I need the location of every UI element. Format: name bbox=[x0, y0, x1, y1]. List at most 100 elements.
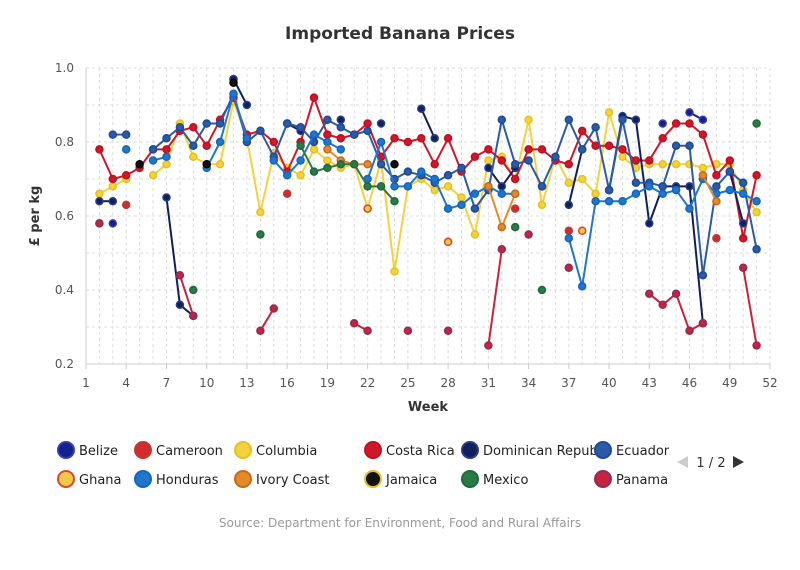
data-point-panama[interactable] bbox=[685, 326, 694, 335]
data-point-mexico[interactable] bbox=[349, 159, 359, 169]
data-point-ecuador[interactable] bbox=[738, 178, 748, 187]
data-point-honduras[interactable] bbox=[215, 137, 225, 147]
data-point-costa-rica[interactable] bbox=[390, 134, 399, 143]
data-point-honduras[interactable] bbox=[403, 182, 413, 191]
data-point-ivory-coast[interactable] bbox=[510, 189, 520, 199]
data-point-cameroon[interactable] bbox=[121, 200, 131, 210]
data-point-costa-rica[interactable] bbox=[162, 145, 171, 154]
data-point-ecuador[interactable] bbox=[363, 126, 372, 136]
data-point-ecuador[interactable] bbox=[202, 119, 211, 128]
data-point-honduras[interactable] bbox=[162, 152, 171, 162]
data-point-honduras[interactable] bbox=[443, 204, 453, 213]
data-point-columbia[interactable] bbox=[189, 152, 198, 162]
data-point-dominican-republic[interactable] bbox=[108, 196, 118, 206]
data-point-costa-rica[interactable] bbox=[309, 93, 319, 102]
data-point-mexico[interactable] bbox=[256, 230, 265, 239]
data-point-honduras[interactable] bbox=[577, 282, 587, 291]
data-point-costa-rica[interactable] bbox=[470, 152, 480, 162]
data-point-ecuador[interactable] bbox=[551, 152, 560, 162]
data-point-costa-rica[interactable] bbox=[752, 171, 761, 180]
data-point-dominican-republic[interactable] bbox=[95, 196, 104, 206]
data-point-belize[interactable] bbox=[658, 119, 667, 128]
data-point-columbia[interactable] bbox=[296, 171, 305, 180]
data-point-costa-rica[interactable] bbox=[577, 126, 587, 136]
data-point-ecuador[interactable] bbox=[671, 141, 681, 150]
data-point-panama[interactable] bbox=[738, 263, 748, 273]
data-point-columbia[interactable] bbox=[256, 208, 265, 217]
data-point-costa-rica[interactable] bbox=[671, 119, 681, 128]
data-point-honduras[interactable] bbox=[497, 189, 507, 199]
data-point-ecuador[interactable] bbox=[189, 141, 198, 150]
data-point-dominican-republic[interactable] bbox=[497, 182, 507, 191]
data-point-honduras[interactable] bbox=[269, 156, 279, 165]
data-point-columbia[interactable] bbox=[658, 159, 667, 169]
data-point-ecuador[interactable] bbox=[349, 130, 359, 139]
data-point-ecuador[interactable] bbox=[497, 115, 507, 125]
data-point-costa-rica[interactable] bbox=[336, 134, 346, 143]
data-point-honduras[interactable] bbox=[631, 189, 641, 199]
data-point-honduras[interactable] bbox=[738, 189, 748, 199]
data-point-columbia[interactable] bbox=[309, 145, 319, 154]
data-point-honduras[interactable] bbox=[309, 130, 319, 139]
data-point-columbia[interactable] bbox=[108, 182, 118, 191]
data-point-columbia[interactable] bbox=[591, 189, 600, 199]
data-point-costa-rica[interactable] bbox=[631, 156, 641, 165]
data-point-columbia[interactable] bbox=[484, 156, 493, 165]
data-point-ghana[interactable] bbox=[577, 226, 587, 236]
data-point-panama[interactable] bbox=[671, 289, 681, 298]
data-point-columbia[interactable] bbox=[457, 193, 466, 202]
data-point-honduras[interactable] bbox=[752, 196, 761, 206]
data-point-ivory-coast[interactable] bbox=[712, 196, 721, 206]
data-point-dominican-republic[interactable] bbox=[484, 163, 493, 173]
data-point-jamaica[interactable] bbox=[229, 78, 238, 88]
data-point-honduras[interactable] bbox=[618, 196, 627, 206]
data-point-mexico[interactable] bbox=[309, 167, 319, 176]
data-point-dominican-republic[interactable] bbox=[564, 200, 574, 210]
data-point-cameroon[interactable] bbox=[564, 226, 574, 236]
data-point-dominican-republic[interactable] bbox=[417, 104, 426, 113]
data-point-columbia[interactable] bbox=[215, 159, 225, 169]
data-point-dominican-republic[interactable] bbox=[631, 115, 641, 125]
data-point-columbia[interactable] bbox=[162, 159, 171, 169]
legend-item-ecuador[interactable]: Ecuador bbox=[594, 441, 670, 459]
data-point-mexico[interactable] bbox=[376, 182, 386, 191]
data-point-panama[interactable] bbox=[256, 326, 265, 335]
data-point-panama[interactable] bbox=[175, 270, 185, 280]
data-point-costa-rica[interactable] bbox=[725, 156, 735, 165]
data-point-columbia[interactable] bbox=[564, 178, 574, 187]
data-point-ecuador[interactable] bbox=[524, 156, 533, 165]
data-point-ecuador[interactable] bbox=[725, 167, 735, 176]
data-point-costa-rica[interactable] bbox=[417, 134, 426, 143]
data-point-ecuador[interactable] bbox=[323, 115, 332, 125]
data-point-costa-rica[interactable] bbox=[524, 145, 533, 154]
data-point-ecuador[interactable] bbox=[604, 185, 614, 195]
data-point-mexico[interactable] bbox=[390, 196, 399, 206]
data-point-costa-rica[interactable] bbox=[269, 137, 279, 147]
data-point-honduras[interactable] bbox=[282, 171, 292, 180]
data-point-columbia[interactable] bbox=[671, 159, 681, 169]
data-point-mexico[interactable] bbox=[336, 159, 346, 169]
data-point-panama[interactable] bbox=[645, 289, 654, 298]
data-point-ecuador[interactable] bbox=[470, 204, 480, 213]
data-point-ivory-coast[interactable] bbox=[323, 145, 332, 154]
data-point-ecuador[interactable] bbox=[752, 245, 761, 254]
data-point-honduras[interactable] bbox=[417, 167, 426, 176]
data-point-columbia[interactable] bbox=[323, 156, 332, 165]
data-point-honduras[interactable] bbox=[645, 182, 654, 191]
data-point-costa-rica[interactable] bbox=[430, 159, 439, 169]
data-point-costa-rica[interactable] bbox=[484, 145, 493, 154]
data-point-dominican-republic[interactable] bbox=[430, 134, 439, 143]
data-point-panama[interactable] bbox=[95, 219, 104, 228]
data-point-ecuador[interactable] bbox=[577, 145, 587, 154]
data-point-ecuador[interactable] bbox=[457, 163, 466, 173]
pager-prev-icon[interactable] bbox=[677, 456, 688, 468]
data-point-honduras[interactable] bbox=[685, 204, 694, 213]
data-point-costa-rica[interactable] bbox=[323, 130, 332, 139]
data-point-panama[interactable] bbox=[189, 311, 198, 321]
data-point-honduras[interactable] bbox=[591, 196, 600, 206]
legend-item-belize[interactable]: Belize bbox=[57, 441, 118, 459]
data-point-honduras[interactable] bbox=[604, 196, 614, 206]
data-point-ecuador[interactable] bbox=[162, 134, 171, 143]
data-point-ecuador[interactable] bbox=[537, 182, 547, 191]
data-point-cameroon[interactable] bbox=[282, 189, 292, 199]
